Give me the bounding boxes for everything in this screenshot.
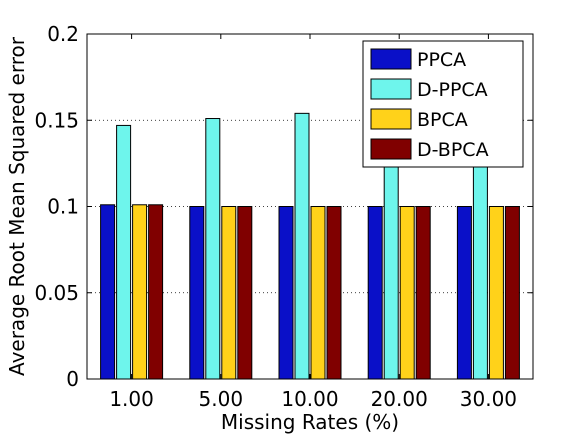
legend-label: D-BPCA bbox=[417, 139, 489, 161]
legend-label: D-PPCA bbox=[417, 79, 488, 101]
bar-d-bpca bbox=[326, 206, 342, 380]
x-tick-label: 30.00 bbox=[460, 387, 517, 411]
bar-ppca bbox=[278, 206, 294, 380]
x-tick-label: 10.00 bbox=[281, 387, 338, 411]
bar-bpca bbox=[221, 206, 237, 380]
bar-d-ppca bbox=[116, 124, 132, 380]
y-tick-label: 0.2 bbox=[47, 22, 79, 46]
y-tick-label: 0 bbox=[66, 367, 79, 391]
x-axis-label: Missing Rates (%) bbox=[221, 410, 399, 434]
y-tick-label: 0.15 bbox=[34, 108, 79, 132]
legend-swatch bbox=[370, 138, 412, 160]
legend-swatch bbox=[370, 108, 412, 130]
legend-swatch bbox=[370, 48, 412, 70]
y-axis-label: Average Root Mean Squared error bbox=[5, 36, 29, 376]
y-tick-label: 0.1 bbox=[47, 195, 79, 219]
legend-label: PPCA bbox=[417, 49, 466, 71]
legend-label: BPCA bbox=[417, 109, 468, 131]
bar-ppca bbox=[189, 206, 205, 380]
bar-d-ppca bbox=[294, 112, 310, 380]
y-tick-label: 0.05 bbox=[34, 281, 79, 305]
bar-d-ppca bbox=[205, 118, 221, 380]
legend: PPCA D-PPCA BPCA D-BPCA bbox=[362, 40, 524, 168]
bar-d-bpca bbox=[148, 204, 164, 380]
bar-d-bpca bbox=[504, 206, 520, 380]
x-tick-label: 20.00 bbox=[371, 387, 428, 411]
bar-ppca bbox=[100, 204, 116, 380]
bar-d-bpca bbox=[237, 206, 253, 380]
legend-swatch bbox=[370, 78, 412, 100]
bar-bpca bbox=[132, 204, 148, 380]
ticks: 0 0.05 0.1 0.15 0.2 1.00 5.00 10.00 20.00 30.00 bbox=[34, 22, 533, 411]
bar-bpca bbox=[399, 206, 415, 380]
bar-bpca bbox=[488, 206, 504, 380]
bar-d-bpca bbox=[415, 206, 431, 380]
x-tick-label: 1.00 bbox=[109, 387, 154, 411]
bar-bpca bbox=[310, 206, 326, 380]
x-tick-label: 5.00 bbox=[199, 387, 244, 411]
bars bbox=[100, 102, 520, 380]
bar-ppca bbox=[367, 206, 383, 380]
bar-ppca bbox=[456, 206, 472, 380]
